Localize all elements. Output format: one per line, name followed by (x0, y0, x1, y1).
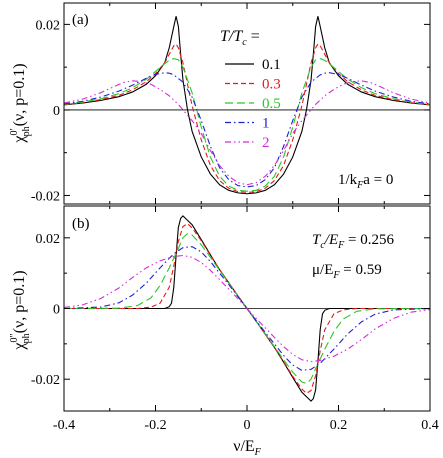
series-line-T1 (63, 72, 431, 188)
y-tick-label: -0.02 (31, 373, 60, 388)
x-tick-label: -0.2 (144, 418, 166, 433)
panel-a: -0.02 0 0.02 (a) χ0′ph(ν, p=0.1) T/Tc = 0.… (9, 2, 431, 205)
panel-a-annotation: 1/kFa = 0 (338, 172, 393, 191)
series-line-T2 (63, 254, 431, 363)
panel-b-label: (b) (72, 216, 90, 232)
series-line-T0p5 (63, 232, 431, 385)
legend-label-T0p1: 0.1 (262, 57, 281, 73)
panel-b: -0.02 0 0.02 -0.4 -0.2 0 0.2 0.4 (b) χ0″ph(ν, p… (9, 205, 439, 458)
series-line-T0p3 (64, 222, 430, 395)
panel-b-annotation-mu: μ/EF = 0.59 (312, 262, 382, 281)
panel-a-legend: T/Tc = 0.1 0.3 0.5 1 2 (220, 28, 281, 151)
y-tick-label: 0 (53, 303, 60, 318)
series-line-T0p5 (63, 58, 431, 192)
y-tick-label: 0.02 (36, 18, 61, 33)
x-axis-label: ν/EF (233, 438, 261, 458)
y-tick-label: 0 (53, 104, 60, 119)
x-tick-label: 0.2 (330, 418, 348, 433)
legend-label-T0p3: 0.3 (262, 77, 281, 93)
y-tick-label: -0.02 (31, 189, 60, 204)
x-tick-label: 0.4 (421, 418, 439, 433)
y-tick-label: 0.02 (36, 232, 61, 247)
x-tick-label: -0.4 (53, 418, 75, 433)
legend-label-T1: 1 (262, 116, 270, 132)
panel-b-annotation-tc: Tc/EF = 0.256 (312, 232, 394, 251)
panel-b-ylabel: χ0″ph(ν, p=0.1) (9, 270, 32, 350)
legend-title: T/Tc = (220, 28, 260, 48)
legend-label-T2: 2 (262, 135, 270, 151)
panel-a-ylabel: χ0′ph(ν, p=0.1) (9, 63, 32, 143)
series-line-T0p3 (63, 43, 431, 194)
legend-label-T0p5: 0.5 (262, 96, 281, 112)
x-tick-label: 0 (244, 418, 251, 433)
panel-a-label: (a) (72, 12, 89, 28)
